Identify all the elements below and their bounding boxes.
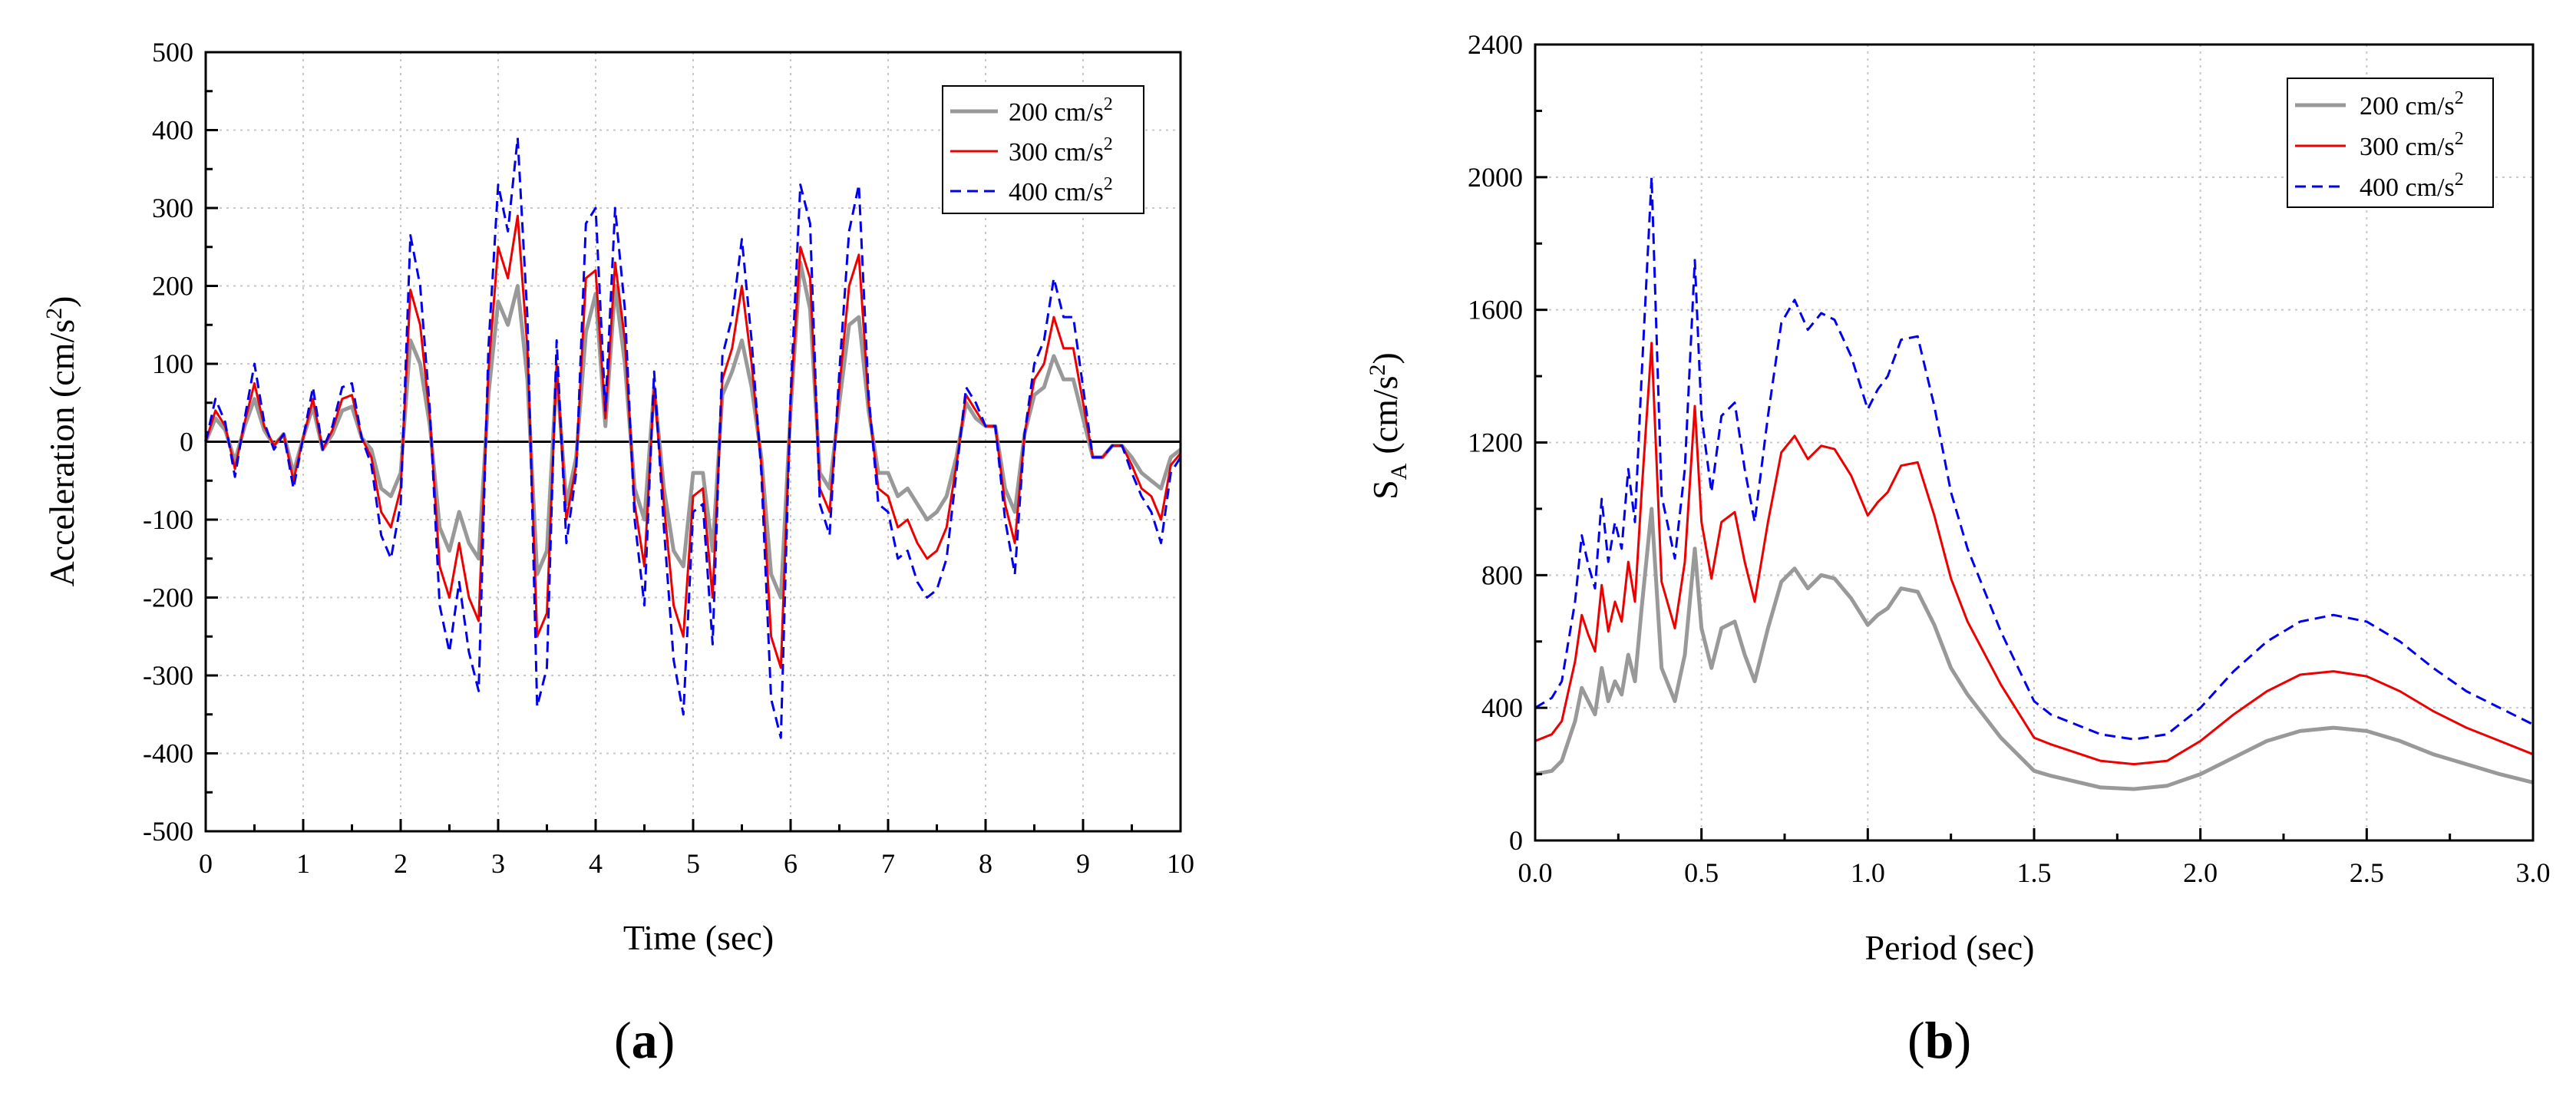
chart-a-ticks: [204, 51, 1182, 833]
chart-b-y-tick-labels: 0 400 800 1200 1600 2000 2400: [1468, 29, 1523, 856]
chart-b-x-tick-label: 3.0: [2516, 857, 2551, 888]
chart-b-x-tick-label: 2.0: [2183, 857, 2218, 888]
chart-b-x-tick-label: 1.5: [2017, 857, 2052, 888]
chart-a-x-tick-label: 3: [491, 848, 505, 879]
chart-a-series-group: [203, 137, 1182, 739]
chart-a-x-tick-label: 7: [881, 848, 895, 879]
chart-a-x-tick-label: 9: [1076, 848, 1090, 879]
chart-b-y-tick-label: 2400: [1468, 29, 1523, 60]
chart-b-series-group: [1534, 176, 2534, 791]
panel-label-b-close: ): [1953, 1011, 1971, 1069]
chart-b-x-tick-labels: 0.0 0.5 1.0 1.5 2.0 2.5 3.0: [1518, 857, 2551, 888]
chart-a-y-tick-label: -200: [143, 583, 193, 613]
chart-a-y-tick-label: 100: [152, 348, 193, 379]
panel-label-a: (a): [614, 1011, 675, 1069]
chart-a-series-200-line: [203, 260, 1182, 599]
panel-label-b-letter: b: [1925, 1011, 1954, 1069]
panel-label-a-open: (: [614, 1011, 632, 1069]
chart-a-y-axis-title-sup: 2: [41, 308, 67, 319]
chart-a-legend-label-400: 400 cm/s2: [1009, 174, 1113, 206]
chart-b-series-300-line: [1534, 342, 2534, 766]
chart-b-y-tick-label: 800: [1481, 560, 1523, 590]
panel-label-a-letter: a: [632, 1011, 658, 1069]
chart-a-y-tick-label: -300: [143, 660, 193, 691]
chart-a-y-tick-label: 0: [180, 427, 193, 457]
chart-b-x-axis-title: Period (sec): [1865, 928, 2035, 967]
chart-a-x-axis-title: Time (sec): [623, 918, 774, 957]
chart-b-y-axis-title-end: ): [1366, 352, 1405, 364]
chart-a-x-tick-label: 8: [979, 848, 992, 879]
chart-b-y-tick-label: 2000: [1468, 162, 1523, 193]
chart-b-legend-label-200-sup: 2: [2455, 88, 2464, 108]
chart-a-x-tick-label: 5: [686, 848, 700, 879]
chart-b-legend-label-400: 400 cm/s2: [2360, 170, 2464, 202]
panel-label-b: (b): [1907, 1011, 1971, 1069]
chart-b-y-axis-title-sub: A: [1386, 463, 1412, 480]
chart-a-series-400-line: [204, 137, 1182, 739]
chart-b-x-tick-label: 0.0: [1518, 857, 1553, 888]
chart-a-x-tick-label: 4: [589, 848, 603, 879]
chart-a-y-tick-label: 200: [152, 271, 193, 302]
chart-a-x-tick-labels: 0 1 2 3 4 5 6 7 8 9 10: [199, 848, 1194, 879]
chart-b-legend-label-400-main: 400 cm/s: [2360, 173, 2455, 202]
chart-a-legend-label-300-sup: 2: [1104, 134, 1113, 154]
chart-a-y-axis-title-end: ): [42, 296, 81, 308]
chart-b-legend-label-300-sup: 2: [2455, 129, 2464, 149]
chart-a-legend-label-300: 300 cm/s2: [1009, 134, 1113, 167]
chart-a-y-tick-label: 500: [152, 37, 193, 68]
chart-a-legend-label-200-main: 200 cm/s: [1009, 98, 1104, 127]
chart-b-y-tick-label: 1200: [1468, 428, 1523, 458]
chart-a-legend-label-400-main: 400 cm/s: [1009, 178, 1104, 206]
chart-a-x-tick-label: 10: [1167, 848, 1194, 879]
chart-a-x-tick-label: 0: [199, 848, 213, 879]
chart-a: 0 1 2 3 4 5 6 7 8 9 10 -500 -400 -300 -200 -100 0 100 200…: [41, 37, 1194, 1069]
chart-a-y-axis-title-main: Acceleration (cm/s: [42, 319, 81, 587]
panel-label-b-open: (: [1907, 1011, 1925, 1069]
chart-a-legend: 200 cm/s2 300 cm/s2 400 cm/s2: [942, 85, 1144, 214]
chart-b-series-400-line: [1534, 176, 2534, 741]
chart-b-y-axis-title: SA (cm/s2): [1365, 352, 1412, 500]
chart-b-y-tick-label: 1600: [1468, 295, 1523, 325]
chart-b-x-tick-label: 1.0: [1851, 857, 1885, 888]
chart-b-y-tick-label: 400: [1481, 692, 1523, 723]
chart-b-y-tick-label: 0: [1509, 825, 1523, 856]
chart-b-legend-label-200: 200 cm/s2: [2360, 88, 2464, 121]
chart-a-x-tick-label: 1: [296, 848, 310, 879]
chart-b-legend-label-300: 300 cm/s2: [2360, 129, 2464, 161]
chart-a-y-axis-title: Acceleration (cm/s2): [41, 296, 81, 587]
chart-a-legend-label-200-sup: 2: [1104, 94, 1113, 114]
chart-b-y-axis-title-main: S: [1366, 480, 1405, 500]
panel-label-a-close: ): [658, 1011, 675, 1069]
chart-a-y-tick-label: 300: [152, 193, 193, 223]
chart-a-y-tick-label: -500: [143, 816, 193, 847]
chart-b-legend-label-200-main: 200 cm/s: [2360, 92, 2455, 121]
chart-b-series-200-line: [1534, 507, 2534, 791]
chart-b: 0.0 0.5 1.0 1.5 2.0 2.5 3.0 0 400 800 1200 1600 200…: [1365, 29, 2551, 1069]
chart-b-legend: 200 cm/s2 300 cm/s2 400 cm/s2: [2287, 78, 2494, 208]
chart-a-y-tick-label: -400: [143, 738, 193, 769]
chart-a-legend-label-400-sup: 2: [1104, 174, 1113, 194]
chart-b-legend-label-300-main: 300 cm/s: [2360, 133, 2455, 161]
chart-a-legend-label-300-main: 300 cm/s: [1009, 138, 1104, 167]
chart-a-x-tick-label: 2: [394, 848, 408, 879]
chart-a-legend-label-200: 200 cm/s2: [1009, 94, 1113, 127]
chart-a-series-300-line: [204, 214, 1182, 669]
chart-b-x-tick-label: 2.5: [2350, 857, 2384, 888]
chart-a-y-tick-label: 400: [152, 115, 193, 146]
chart-a-y-tick-labels: -500 -400 -300 -200 -100 0 100 200 300 400 500: [143, 37, 193, 847]
chart-b-y-axis-title-units: (cm/s: [1366, 375, 1405, 454]
chart-a-y-tick-label: -100: [143, 504, 193, 535]
chart-b-legend-label-400-sup: 2: [2455, 170, 2464, 190]
chart-b-y-axis-title-sup: 2: [1365, 364, 1390, 375]
chart-b-x-tick-label: 0.5: [1684, 857, 1719, 888]
chart-b-grid: [1535, 45, 2533, 840]
chart-a-x-tick-label: 6: [784, 848, 798, 879]
chart-b-ticks: [1534, 43, 2535, 842]
